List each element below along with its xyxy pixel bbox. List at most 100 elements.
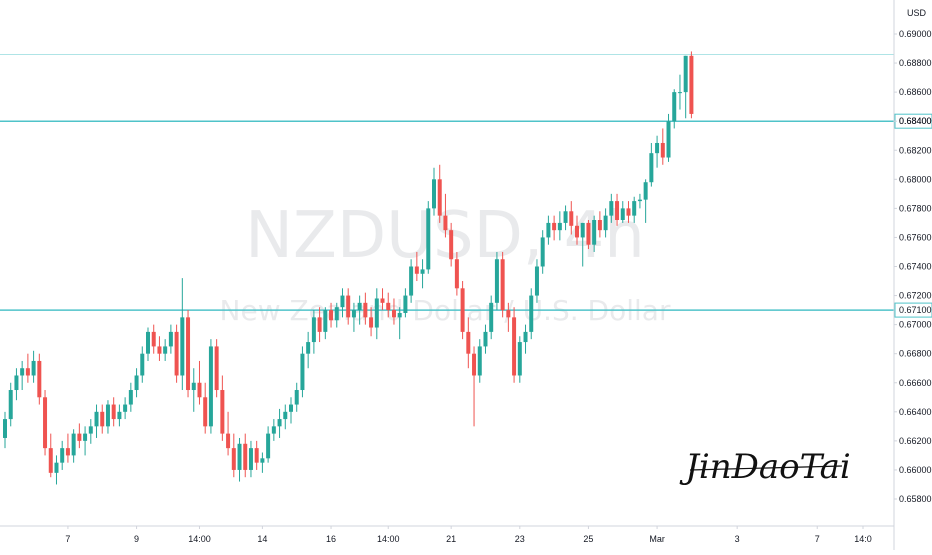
candle[interactable]: [563, 205, 568, 231]
candle[interactable]: [483, 324, 488, 354]
candle[interactable]: [643, 179, 648, 223]
candle[interactable]: [666, 113, 671, 162]
candle[interactable]: [271, 419, 276, 441]
candle[interactable]: [346, 288, 351, 325]
candle[interactable]: [277, 408, 282, 438]
candle[interactable]: [226, 411, 231, 456]
candle[interactable]: [586, 220, 591, 250]
candle[interactable]: [231, 433, 236, 478]
candle[interactable]: [168, 324, 173, 354]
candle[interactable]: [157, 336, 162, 361]
candle[interactable]: [214, 339, 219, 398]
candle[interactable]: [689, 51, 694, 119]
candle[interactable]: [54, 455, 59, 485]
candle[interactable]: [100, 404, 105, 434]
candle[interactable]: [363, 292, 368, 325]
candle[interactable]: [283, 404, 288, 430]
candle[interactable]: [494, 251, 499, 311]
candle[interactable]: [317, 307, 322, 343]
candle[interactable]: [83, 426, 88, 456]
candle[interactable]: [191, 368, 196, 412]
candle[interactable]: [174, 324, 179, 383]
candle[interactable]: [523, 324, 528, 354]
candle[interactable]: [397, 307, 402, 340]
candle[interactable]: [105, 400, 110, 434]
candle[interactable]: [391, 298, 396, 325]
candle[interactable]: [186, 310, 191, 398]
price-axis[interactable]: 0.65800 0.66000 0.66200 0.66400 0.66600 0.668…: [894, 29, 932, 504]
candle[interactable]: [626, 201, 631, 223]
candle[interactable]: [294, 382, 299, 412]
candle[interactable]: [357, 295, 362, 325]
candle[interactable]: [540, 230, 545, 274]
candle[interactable]: [420, 259, 425, 289]
candle[interactable]: [403, 288, 408, 318]
candle[interactable]: [432, 167, 436, 216]
candle[interactable]: [128, 382, 133, 412]
candle[interactable]: [254, 440, 259, 470]
candle[interactable]: [243, 433, 248, 478]
candle[interactable]: [569, 201, 574, 235]
candle[interactable]: [43, 390, 48, 456]
candle[interactable]: [517, 336, 522, 383]
candle[interactable]: [443, 193, 448, 238]
candle[interactable]: [180, 278, 185, 391]
candle[interactable]: [637, 193, 642, 209]
candle[interactable]: [546, 215, 551, 245]
candle[interactable]: [311, 310, 316, 354]
candle[interactable]: [94, 404, 99, 438]
candle[interactable]: [48, 433, 53, 478]
candle[interactable]: [37, 353, 42, 405]
candle[interactable]: [260, 452, 265, 473]
candle[interactable]: [575, 215, 579, 245]
candle[interactable]: [603, 208, 608, 238]
candle[interactable]: [146, 327, 150, 361]
candle[interactable]: [208, 339, 213, 434]
candle[interactable]: [500, 251, 505, 318]
candle[interactable]: [340, 288, 345, 318]
candle[interactable]: [655, 135, 660, 168]
candle[interactable]: [351, 302, 356, 332]
candle[interactable]: [289, 397, 293, 424]
candle[interactable]: [386, 292, 391, 318]
candle[interactable]: [117, 404, 122, 427]
candle[interactable]: [380, 288, 385, 311]
candle[interactable]: [323, 307, 328, 340]
candle[interactable]: [60, 440, 65, 470]
candle[interactable]: [466, 317, 471, 369]
candle[interactable]: [3, 411, 7, 449]
candle[interactable]: [266, 426, 271, 463]
candle[interactable]: [134, 368, 139, 398]
candle[interactable]: [248, 440, 253, 478]
candle[interactable]: [437, 164, 442, 223]
candle[interactable]: [506, 302, 511, 332]
candle[interactable]: [71, 429, 76, 463]
candle[interactable]: [677, 74, 682, 110]
candle[interactable]: [88, 419, 93, 444]
candle[interactable]: [580, 222, 585, 267]
candle[interactable]: [683, 55, 688, 119]
candle[interactable]: [25, 353, 30, 383]
candle[interactable]: [609, 193, 614, 223]
candle[interactable]: [534, 259, 539, 303]
candle[interactable]: [597, 211, 602, 238]
candle[interactable]: [65, 433, 70, 463]
candle[interactable]: [8, 382, 13, 427]
candle[interactable]: [672, 89, 677, 129]
candle[interactable]: [409, 259, 414, 303]
candle[interactable]: [197, 360, 202, 405]
candle[interactable]: [414, 251, 419, 282]
candle[interactable]: [369, 307, 374, 337]
candle[interactable]: [237, 437, 242, 482]
candle[interactable]: [649, 142, 654, 187]
candle[interactable]: [151, 324, 156, 354]
candle[interactable]: [477, 339, 482, 383]
candle[interactable]: [140, 346, 145, 383]
candle[interactable]: [77, 423, 82, 449]
candle[interactable]: [660, 128, 665, 165]
candle[interactable]: [31, 350, 36, 383]
candle[interactable]: [489, 295, 494, 340]
candle[interactable]: [632, 196, 637, 223]
candle[interactable]: [20, 360, 25, 391]
candle[interactable]: [329, 302, 334, 328]
